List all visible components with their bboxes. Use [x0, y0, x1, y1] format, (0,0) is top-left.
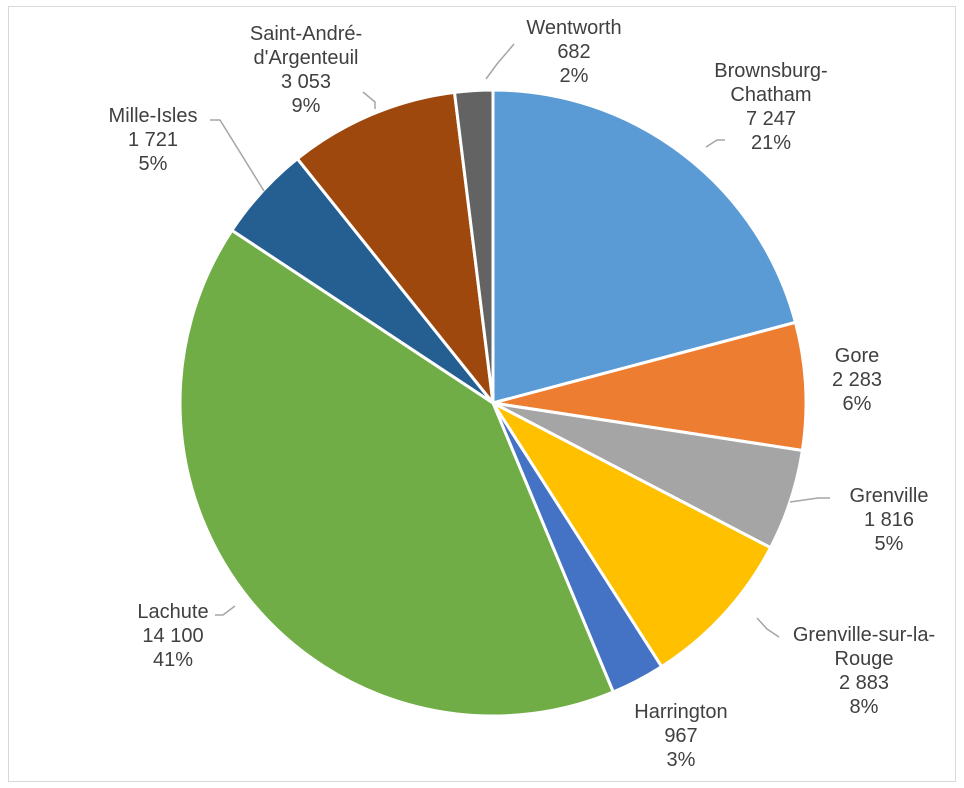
data-label-line: Mille-Isles — [109, 105, 198, 127]
leader-line-6 — [210, 119, 265, 192]
data-label-line: 3% — [667, 749, 696, 771]
data-label-line: 9% — [292, 95, 321, 117]
pie-slice-3 — [488, 399, 773, 669]
pie-chart: Brownsburg-Chatham 7 247 21% Gore 2 283 6% Gre… — [109, 17, 936, 771]
data-label-line: 967 — [664, 725, 697, 747]
data-label-line: 682 — [557, 41, 590, 63]
data-label-line: 1 816 — [864, 509, 914, 531]
data-label-line: 5% — [139, 153, 168, 175]
data-label-line: Chatham — [730, 84, 811, 106]
data-label-7: Saint-André-d'Argenteuil 3 053 9% — [250, 23, 362, 117]
data-label-line: 6% — [843, 393, 872, 415]
leader-line-8 — [485, 43, 515, 80]
data-label-line: 21% — [751, 132, 791, 154]
data-label-line: 2 883 — [839, 672, 889, 694]
pie-slices — [178, 88, 808, 718]
data-label-line: Lachute — [137, 601, 208, 623]
data-label-0: Brownsburg-Chatham 7 247 21% — [714, 60, 827, 154]
data-label-4: Harrington 967 3% — [634, 701, 727, 771]
data-label-line: Wentworth — [526, 17, 621, 39]
data-label-1: Gore 2 283 6% — [832, 345, 882, 415]
data-label-line: 5% — [875, 533, 904, 555]
data-label-line: 2% — [560, 65, 589, 87]
leader-line-0 — [705, 139, 725, 148]
data-label-line: 8% — [850, 696, 879, 718]
data-label-line: Grenville-sur-la- — [793, 624, 935, 646]
pie-slice-0 — [491, 88, 798, 405]
data-label-line: 7 247 — [746, 108, 796, 130]
pie-slice-1 — [492, 320, 808, 453]
data-label-line: d'Argenteuil — [254, 47, 359, 69]
data-label-line: Gore — [835, 345, 879, 367]
data-label-line: 41% — [153, 649, 193, 671]
data-label-line: Harrington — [634, 701, 727, 723]
data-label-line: Rouge — [835, 648, 894, 670]
leader-lines — [210, 43, 830, 638]
leader-line-7 — [362, 91, 376, 109]
data-label-6: Mille-Isles 1 721 5% — [109, 105, 198, 175]
data-label-2: Grenville 1 816 5% — [850, 485, 929, 555]
data-label-line: 1 721 — [128, 129, 178, 151]
data-label-line: 3 053 — [281, 71, 331, 93]
data-label-line: Saint-André- — [250, 23, 362, 45]
leader-line-2 — [789, 497, 830, 503]
data-label-5: Lachute 14 100 41% — [137, 601, 208, 671]
leader-line-5 — [215, 605, 236, 616]
data-label-8: Wentworth 682 2% — [526, 17, 621, 87]
pie-slice-8 — [452, 88, 495, 404]
data-label-line: Brownsburg- — [714, 60, 827, 82]
data-label-line: Grenville — [850, 485, 929, 507]
chart-frame: Brownsburg-Chatham 7 247 21% Gore 2 283 6% Gre… — [8, 6, 956, 782]
leader-line-3 — [756, 617, 780, 638]
pie-slice-5 — [178, 228, 616, 718]
data-labels: Brownsburg-Chatham 7 247 21% Gore 2 283 6% Gre… — [109, 17, 936, 771]
data-label-line: 2 283 — [832, 369, 882, 391]
data-label-3: Grenville-sur-la-Rouge 2 883 8% — [793, 624, 935, 718]
data-label-line: 14 100 — [142, 625, 203, 647]
pie-slice-7 — [295, 90, 496, 409]
